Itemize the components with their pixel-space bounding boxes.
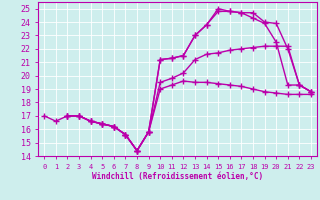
X-axis label: Windchill (Refroidissement éolien,°C): Windchill (Refroidissement éolien,°C) (92, 172, 263, 181)
